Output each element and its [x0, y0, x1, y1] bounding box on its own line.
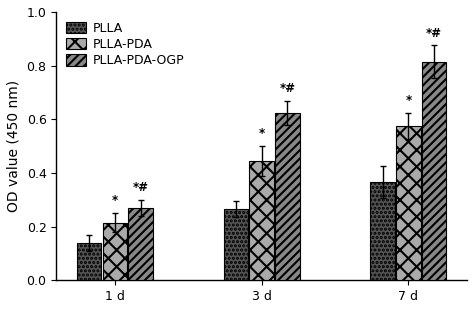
Text: *#: *#: [279, 82, 295, 95]
Legend: PLLA, PLLA-PDA, PLLA-PDA-OGP: PLLA, PLLA-PDA, PLLA-PDA-OGP: [63, 18, 188, 71]
Bar: [371, 182, 395, 280]
Text: *#: *#: [133, 181, 148, 194]
Bar: [77, 243, 101, 280]
Y-axis label: OD value (450 nm): OD value (450 nm): [7, 80, 21, 212]
Bar: [275, 113, 300, 280]
Text: *: *: [258, 127, 265, 140]
Bar: [249, 161, 274, 280]
Bar: [224, 209, 248, 280]
Bar: [396, 126, 420, 280]
Text: *: *: [112, 194, 118, 207]
Text: *: *: [405, 94, 411, 107]
Text: *#: *#: [426, 27, 442, 40]
Bar: [422, 62, 446, 280]
Bar: [128, 208, 153, 280]
Bar: [103, 223, 127, 280]
